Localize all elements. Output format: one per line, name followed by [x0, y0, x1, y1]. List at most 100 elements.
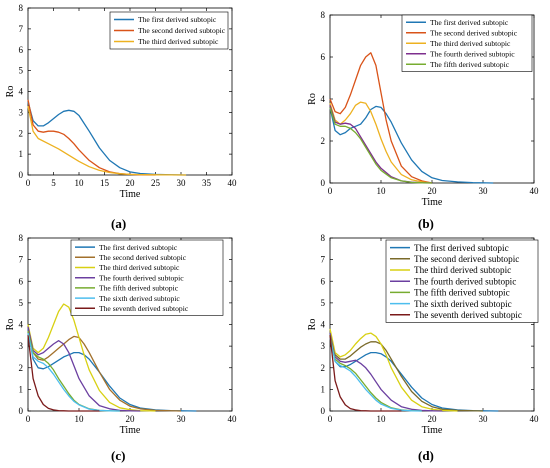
chart-panel-0: 0 5 10 15 20 25 30 35 40 0 1 2 3 4 5 6 7 8 Time Ro The first… [5, 3, 237, 200]
y-tick-label: 7 [19, 24, 24, 34]
y-tick-label: 4 [19, 320, 24, 330]
series-line-1 [27, 101, 187, 176]
y-tick-label: 3 [19, 107, 24, 117]
y-tick-label: 3 [19, 341, 24, 351]
legend-label-7: The seventh derived subtopic [414, 310, 522, 320]
legend-label-1: The first derived subtopic [99, 243, 178, 252]
x-tick-label: 10 [75, 414, 85, 424]
y-tick-label: 7 [321, 255, 326, 265]
legend-label-6: The sixth derived subtopic [99, 294, 180, 303]
series-line-7 [27, 335, 100, 412]
series-line-7 [329, 335, 402, 412]
x-tick-label: 40 [530, 186, 540, 196]
caption-b-text: (b) [418, 216, 434, 231]
legend-label-2: The second derived subtopic [414, 254, 519, 264]
x-axis-label: Time [120, 425, 141, 436]
y-tick-label: 4 [321, 320, 326, 330]
x-tick-label: 0 [26, 414, 31, 424]
y-tick-label: 8 [321, 10, 326, 20]
caption-a-text: (a) [111, 216, 127, 231]
legend-label-2: The second derived subtopic [430, 28, 518, 37]
series-line-4 [329, 105, 433, 184]
series-line-4 [27, 326, 141, 412]
legend-label-5: The fifth derived subtopic [99, 284, 179, 293]
series-line-3 [27, 303, 156, 412]
legend-label-4: The fourth derived subtopic [430, 49, 515, 58]
caption-a: (a) [111, 216, 126, 232]
x-tick-label: 30 [177, 414, 187, 424]
series-line-6 [27, 332, 120, 412]
y-tick-label: 0 [19, 170, 24, 180]
legend-label-1: The first derived subtopic [414, 243, 509, 253]
series-line-5 [329, 107, 433, 184]
series-line-2 [329, 52, 433, 184]
legend-label-3: The third derived subtopic [138, 37, 219, 46]
series-line-2 [329, 330, 484, 412]
y-tick-label: 0 [321, 178, 326, 188]
caption-c-text: (c) [111, 448, 126, 463]
legend-label-1: The first derived subtopic [430, 18, 509, 27]
y-tick-label: 8 [19, 3, 24, 13]
x-tick-label: 10 [377, 186, 387, 196]
y-tick-label: 1 [321, 384, 326, 394]
series-line-6 [329, 337, 422, 412]
x-tick-label: 0 [328, 414, 333, 424]
series-line-1 [329, 105, 494, 184]
caption-d-text: (d) [418, 448, 434, 463]
legend-label-5: The fifth derived subtopic [414, 288, 510, 298]
y-tick-label: 1 [19, 149, 24, 159]
legend-label-7: The seventh derived subtopic [99, 304, 189, 313]
y-tick-label: 0 [321, 406, 326, 416]
legend-label-6: The sixth derived subtopic [414, 299, 512, 309]
x-tick-label: 40 [530, 414, 540, 424]
y-axis-label: Ro [307, 93, 318, 105]
x-axis-label: Time [422, 197, 443, 208]
y-tick-label: 5 [321, 298, 326, 308]
x-tick-label: 20 [428, 414, 438, 424]
y-tick-label: 6 [321, 276, 326, 286]
x-tick-label: 0 [328, 186, 333, 196]
caption-b: (b) [418, 216, 434, 232]
y-tick-label: 1 [19, 384, 24, 394]
y-tick-label: 7 [19, 255, 24, 265]
y-tick-label: 6 [19, 45, 24, 55]
legend-label-3: The third derived subtopic [430, 39, 511, 48]
x-tick-label: 25 [151, 178, 161, 188]
y-axis-label: Ro [5, 86, 16, 98]
x-tick-label: 30 [479, 186, 489, 196]
caption-d: (d) [418, 448, 434, 464]
x-axis-label: Time [120, 189, 141, 200]
series-line-4 [329, 332, 443, 412]
y-tick-label: 8 [321, 233, 326, 243]
x-tick-label: 35 [202, 178, 212, 188]
series-line-3 [329, 101, 433, 184]
x-tick-label: 40 [228, 178, 238, 188]
series-line-3 [27, 105, 187, 176]
x-tick-label: 30 [177, 178, 187, 188]
y-tick-label: 5 [19, 298, 24, 308]
x-tick-label: 30 [479, 414, 489, 424]
y-tick-label: 6 [19, 276, 24, 286]
x-tick-label: 10 [75, 178, 85, 188]
y-tick-label: 3 [321, 341, 326, 351]
chart-panel-3: 0 10 20 30 40 0 1 2 3 4 5 6 7 8 Time Ro The first derive… [307, 233, 539, 436]
x-tick-label: 10 [377, 414, 387, 424]
x-tick-label: 0 [26, 178, 31, 188]
chart-panel-1: 0 10 20 30 40 0 2 4 6 8 Time Ro The first derived su… [307, 10, 539, 208]
x-tick-label: 40 [228, 414, 238, 424]
x-tick-label: 20 [126, 178, 136, 188]
legend-box [401, 14, 533, 72]
y-tick-label: 2 [321, 136, 326, 146]
y-tick-label: 0 [19, 406, 24, 416]
legend-label-4: The fourth derived subtopic [414, 276, 516, 286]
x-axis-label: Time [422, 425, 443, 436]
legend-box [70, 239, 224, 316]
legend-label-5: The fifth derived subtopic [430, 60, 510, 69]
chart-panel-2: 0 10 20 30 40 0 1 2 3 4 5 6 7 8 Time Ro The first derive… [5, 233, 237, 436]
x-tick-label: 5 [51, 178, 56, 188]
x-tick-label: 20 [428, 186, 438, 196]
legend-label-2: The second derived subtopic [99, 253, 187, 262]
legend-label-1: The first derived subtopic [138, 15, 217, 24]
legend-label-3: The third derived subtopic [99, 263, 180, 272]
